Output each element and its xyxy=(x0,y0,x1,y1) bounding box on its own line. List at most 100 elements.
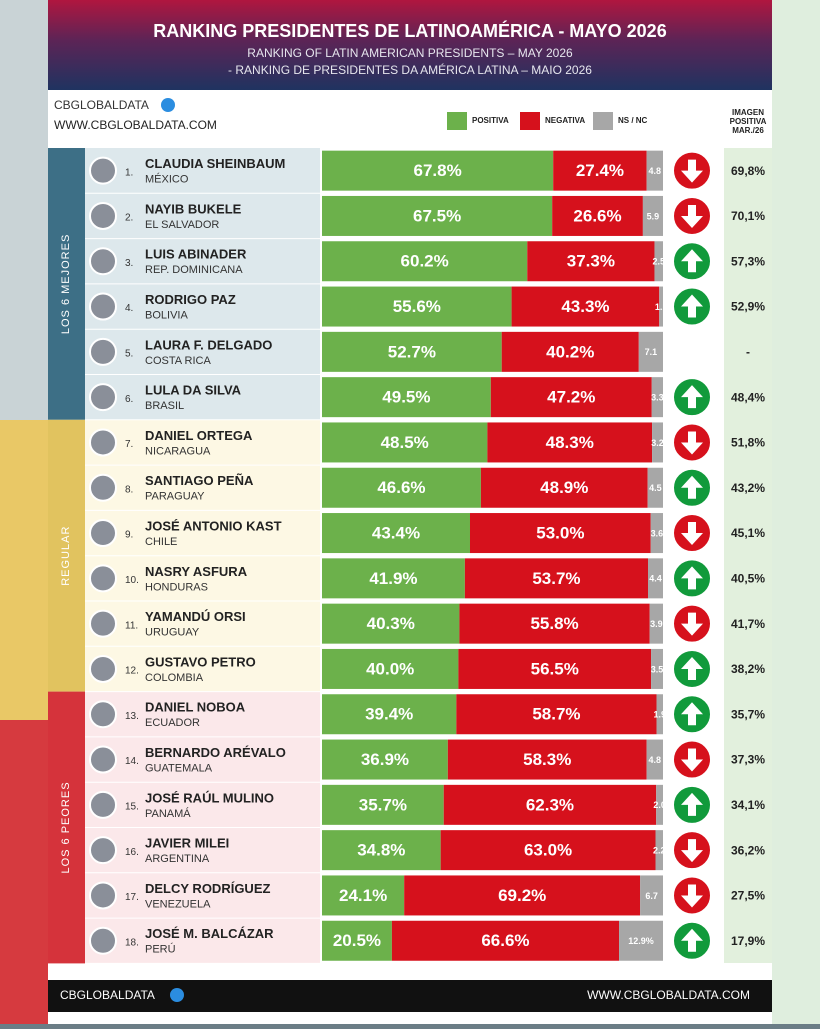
bar-segment xyxy=(459,603,650,644)
value-label: 58.3% xyxy=(523,750,571,769)
name: NASRY ASFURA xyxy=(145,564,248,579)
value-label: 3.2 xyxy=(651,438,664,448)
previous-value: 57,3% xyxy=(731,254,765,268)
value-label: 40.2% xyxy=(546,342,594,361)
group-label: LOS 6 MEJORES xyxy=(60,234,72,334)
bar-segment xyxy=(322,830,441,871)
value-label: 49.5% xyxy=(382,388,430,407)
bar-segment xyxy=(656,784,663,825)
bar-segment xyxy=(552,195,643,236)
bar-segment xyxy=(322,467,481,508)
country: BOLIVIA xyxy=(145,309,188,321)
rank: 6. xyxy=(125,394,133,405)
country: HONDURAS xyxy=(145,581,208,593)
bar-segment xyxy=(651,648,663,689)
bar-segment xyxy=(659,286,663,327)
rank: 2. xyxy=(125,213,133,224)
previous-column xyxy=(724,148,772,963)
bar-segment xyxy=(322,513,470,554)
photo xyxy=(89,700,117,729)
value-label: 2.2 xyxy=(653,846,666,856)
photo xyxy=(89,247,117,276)
side-blur xyxy=(772,0,820,1024)
bar-segment xyxy=(322,603,460,644)
legend-label: POSITIVA xyxy=(472,116,509,125)
value-label: 66.6% xyxy=(481,931,529,950)
photo xyxy=(89,337,117,366)
country: MÉXICO xyxy=(145,173,189,186)
value-label: 36.9% xyxy=(361,750,409,769)
country: COLOMBIA xyxy=(145,672,204,684)
previous-value: 34,1% xyxy=(731,798,765,812)
value-label: 4.5 xyxy=(649,483,662,493)
rank: 13. xyxy=(125,711,139,722)
bar-segment xyxy=(443,784,657,825)
rank: 12. xyxy=(125,666,139,677)
photo xyxy=(89,609,117,638)
value-label: 53.7% xyxy=(532,569,580,588)
previous-value: 45,1% xyxy=(731,526,765,540)
rank: 1. xyxy=(125,167,133,178)
bar-segment xyxy=(650,513,663,554)
side-blur xyxy=(0,420,48,720)
photo xyxy=(89,926,117,955)
value-label: 43.4% xyxy=(372,524,420,543)
rank: 3. xyxy=(125,258,133,269)
value-label: 3.9 xyxy=(650,619,663,629)
previous-title: IMAGEN POSITIVA MAR./26 xyxy=(730,108,767,135)
bar-segment xyxy=(487,422,653,463)
value-label: 12.9% xyxy=(628,936,654,946)
bar-segment xyxy=(642,195,663,236)
value-label: 24.1% xyxy=(339,886,387,905)
bar-segment xyxy=(322,920,392,961)
legend-swatch xyxy=(520,112,540,130)
trend-arrow xyxy=(681,385,703,409)
name: JOSÉ ANTONIO KAST xyxy=(145,518,282,533)
name: JAVIER MILEI xyxy=(145,836,229,851)
country: URUGUAY xyxy=(145,627,200,639)
name: DANIEL ORTEGA xyxy=(145,428,253,443)
rank: 15. xyxy=(125,801,139,812)
bar-segment xyxy=(654,241,663,282)
bar-segment xyxy=(440,830,656,871)
bar-segment xyxy=(480,467,648,508)
previous-value: - xyxy=(746,345,750,359)
value-label: 2.0 xyxy=(653,800,666,810)
rank: 8. xyxy=(125,484,133,495)
previous-value: 27,5% xyxy=(731,889,765,903)
country: REP. DOMINICANA xyxy=(145,264,243,276)
value-label: 1.9 xyxy=(654,710,667,720)
name: CLAUDIA SHEINBAUM xyxy=(145,156,285,171)
previous-value: 51,8% xyxy=(731,436,765,450)
bar-segment xyxy=(638,331,663,372)
trend-arrow xyxy=(681,884,703,908)
trend-arrow xyxy=(681,294,703,318)
footer-brand: CBGLOBALDATA xyxy=(60,988,155,1002)
country: VENEZUELA xyxy=(145,898,211,910)
value-label: 48.9% xyxy=(540,478,588,497)
trend-arrow xyxy=(681,748,703,772)
trend-arrow xyxy=(681,566,703,590)
bar-segment xyxy=(322,739,448,780)
value-label: 34.8% xyxy=(357,841,405,860)
bar-segment xyxy=(527,241,655,282)
bar-segment xyxy=(511,286,660,327)
previous-value: 52,9% xyxy=(731,300,765,314)
value-label: 4.8 xyxy=(649,755,662,765)
previous-value: 37,3% xyxy=(731,753,765,767)
value-label: 40.0% xyxy=(366,659,414,678)
side-blur xyxy=(0,720,48,1024)
rank: 11. xyxy=(125,620,138,631)
bar-segment xyxy=(656,694,663,735)
country: CHILE xyxy=(145,536,177,548)
website: WWW.CBGLOBALDATA.COM xyxy=(54,118,217,132)
rank: 10. xyxy=(125,575,139,586)
bar-segment xyxy=(404,875,641,916)
group-band xyxy=(48,419,85,692)
photo xyxy=(89,745,117,774)
previous-value: 43,2% xyxy=(731,481,765,495)
country: PANAMÁ xyxy=(145,807,191,820)
country: EL SALVADOR xyxy=(145,219,219,231)
trend-arrow xyxy=(681,656,703,680)
value-label: 20.5% xyxy=(333,931,381,950)
